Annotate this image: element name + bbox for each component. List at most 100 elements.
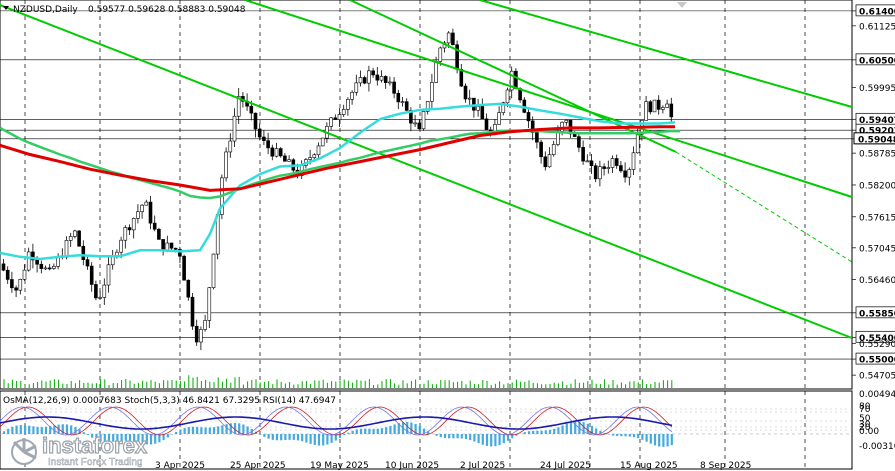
candle-body	[530, 120, 535, 133]
shift-marker-icon[interactable]	[677, 2, 687, 8]
candle-body	[404, 101, 409, 111]
candle-body	[514, 70, 518, 89]
moving-averages	[0, 102, 680, 261]
candle-body	[85, 259, 90, 267]
indicator-tick-label: 0.004947	[859, 390, 895, 400]
candle-body	[253, 112, 258, 130]
candle-body	[136, 211, 140, 219]
candle-body	[572, 133, 577, 137]
instaforex-logo-icon	[11, 438, 37, 465]
candle-body	[52, 266, 56, 269]
candle-body	[337, 114, 342, 120]
indicator-tick-label: 0.00	[859, 427, 879, 437]
price-label-box	[855, 4, 895, 17]
candle-body	[148, 201, 153, 224]
time-tick-label: 24 Jul 2025	[540, 461, 591, 471]
chart-header: NZDUSD,Daily 0.59577 0.59628 0.58883 0.5…	[3, 5, 246, 15]
candle-body	[194, 325, 199, 343]
candle-body	[413, 122, 417, 125]
candle-body	[26, 251, 31, 271]
candle-body	[22, 269, 27, 280]
candle-body	[430, 82, 434, 102]
price-label-box	[855, 352, 895, 365]
candle-body	[215, 214, 220, 255]
indicator-tick-label: 70	[859, 405, 871, 415]
candle-body	[476, 106, 480, 111]
candle-body	[1, 263, 6, 271]
time-axis: 3 Apr 2025 25 Apr 2025 19 May 2025 10 Jun 2…	[155, 461, 751, 471]
candle-body	[316, 145, 321, 156]
ma-cyan-line	[0, 102, 676, 261]
candle-body	[627, 169, 632, 178]
last-price-label: 0.59048	[858, 135, 895, 145]
price-tick-label: 0.58785	[859, 150, 895, 160]
candle-body	[333, 117, 338, 120]
watermark-logo: instaforex Instant Forex Trading	[11, 432, 149, 468]
channel-line	[0, 4, 853, 339]
price-tick-label: 0.59407	[859, 116, 895, 126]
candle-body	[320, 137, 325, 147]
candle-body	[614, 158, 619, 166]
candle-body	[18, 279, 23, 291]
candle-body	[274, 148, 279, 157]
candle-body	[5, 269, 10, 280]
candle-body	[379, 76, 384, 81]
time-tick-label: 3 Apr 2025	[155, 461, 205, 471]
candle-body	[358, 77, 363, 84]
candle-body	[308, 157, 312, 160]
candle-body	[417, 122, 422, 130]
candle-body	[341, 109, 346, 115]
candle-body	[152, 222, 157, 230]
candle-body	[262, 136, 266, 141]
candle-body	[266, 140, 270, 149]
candle-body	[140, 204, 144, 213]
candle-body	[446, 32, 451, 44]
candle-body	[362, 77, 367, 84]
candle-body	[68, 236, 73, 241]
candle-body	[350, 91, 354, 100]
candle-body	[31, 251, 35, 261]
candle-body	[434, 61, 438, 83]
candle-body	[182, 255, 186, 281]
candle-body	[375, 74, 380, 81]
candle-body	[669, 103, 674, 118]
candle-body	[598, 166, 602, 180]
candle-body	[81, 245, 86, 260]
candle-body	[652, 99, 657, 113]
candle-body	[610, 158, 615, 168]
stoch-signal-line	[0, 406, 673, 436]
price-label-box	[855, 306, 895, 319]
candlesticks	[1, 28, 674, 351]
candle-body	[501, 102, 506, 113]
dropdown-arrow-icon[interactable]	[3, 6, 9, 10]
candle-body	[199, 329, 203, 343]
candle-body	[89, 265, 94, 285]
candle-body	[287, 159, 291, 162]
candle-body	[656, 99, 661, 110]
candle-body	[551, 144, 556, 155]
candle-body	[509, 70, 514, 91]
channel-line	[244, 0, 853, 198]
time-tick-label: 19 May 2025	[310, 461, 369, 471]
price-tick-label: 0.59995	[859, 84, 895, 94]
candle-body	[161, 239, 165, 252]
candle-body	[10, 279, 14, 289]
candle-body	[232, 115, 237, 142]
time-tick-label: 2 Jul 2025	[460, 461, 505, 471]
candle-body	[106, 264, 111, 286]
candle-body	[526, 112, 531, 122]
brand-tagline: Instant Forex Trading	[48, 457, 143, 468]
candle-body	[39, 263, 44, 269]
indicator-tick-label: 20	[859, 423, 871, 433]
candle-body	[459, 69, 464, 87]
candle-body	[438, 47, 443, 62]
candle-body	[602, 166, 606, 169]
candle-body	[484, 118, 489, 131]
candle-body	[43, 267, 48, 270]
candle-body	[589, 160, 594, 167]
candle-body	[14, 287, 18, 291]
